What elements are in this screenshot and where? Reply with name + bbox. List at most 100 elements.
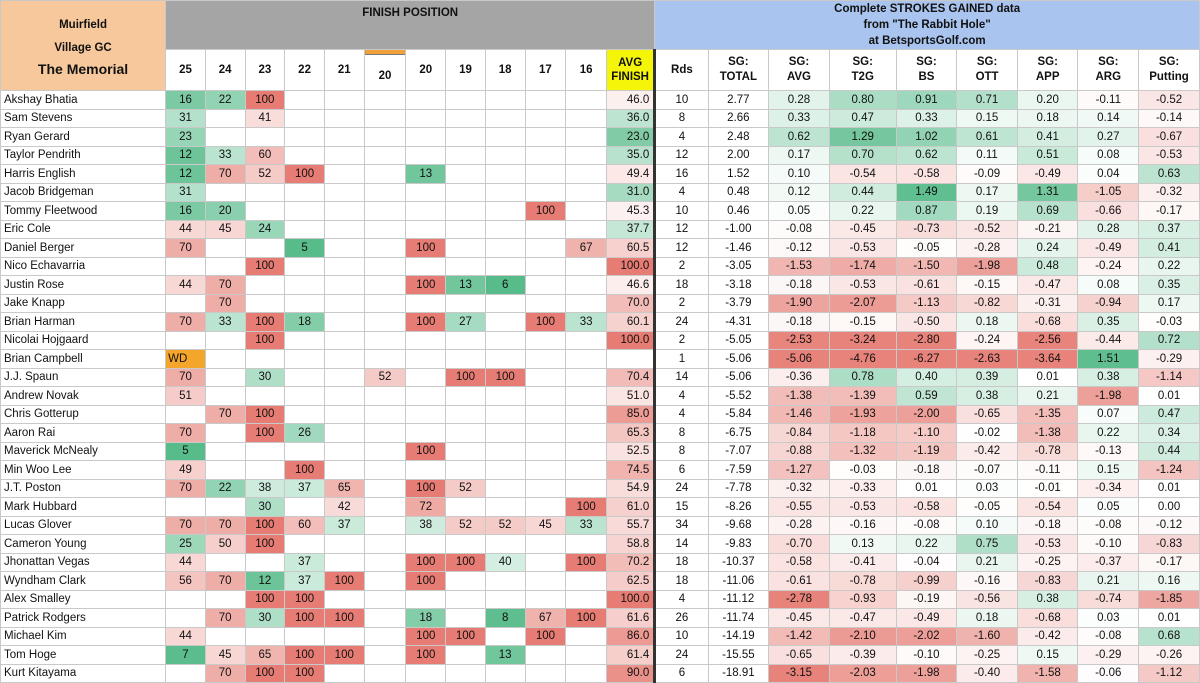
finish-cell: 100	[244, 423, 286, 443]
sg-cell: -0.47	[828, 608, 897, 628]
finish-cell	[244, 293, 286, 313]
finish-col-header-2: 23	[244, 49, 286, 91]
finish-cell	[484, 589, 526, 609]
sg-cell: -0.19	[895, 589, 958, 609]
sg-cell: -0.78	[1016, 441, 1079, 461]
finish-cell	[363, 645, 407, 665]
sg-cell: -0.03	[1138, 312, 1200, 332]
finish-cell	[484, 312, 526, 332]
finish-cell	[565, 460, 608, 480]
sg-cell: -0.52	[956, 219, 1018, 239]
rounds-cell: 4	[653, 404, 709, 424]
player-name: Tom Hoge	[0, 645, 167, 665]
sg-cell: 0.63	[1138, 164, 1200, 184]
sg-col-header-line: SG:	[1037, 56, 1058, 68]
finish-cell: 33	[204, 145, 246, 165]
finish-cell	[524, 386, 567, 406]
sg-cell: -1.00	[707, 219, 770, 239]
avg-finish-cell: 54.9	[606, 478, 656, 498]
sg-cell: -10.37	[707, 552, 770, 572]
player-name: J.T. Poston	[0, 478, 167, 498]
finish-cell	[363, 349, 407, 369]
finish-cell	[445, 404, 486, 424]
sg-cell: -0.52	[1138, 90, 1200, 110]
finish-cell	[244, 349, 286, 369]
finish-cell	[363, 441, 407, 461]
avg-finish-cell: 65.3	[606, 423, 656, 443]
finish-cell	[405, 108, 447, 128]
finish-cell	[204, 497, 246, 517]
finish-cell	[565, 626, 608, 646]
finish-cell: 100	[323, 571, 365, 591]
sg-cell: -9.68	[707, 515, 770, 535]
finish-cell: 18	[405, 608, 447, 628]
finish-cell	[524, 256, 567, 276]
sg-cell: -0.18	[895, 460, 958, 480]
finish-cell: 70	[165, 238, 206, 258]
rounds-cell: 8	[653, 108, 709, 128]
sg-cell: 0.18	[956, 608, 1018, 628]
finish-cell	[244, 441, 286, 461]
finish-cell	[565, 108, 608, 128]
sg-cell: -0.94	[1077, 293, 1140, 313]
finish-cell: 44	[165, 552, 206, 572]
sg-cell: -0.49	[1016, 164, 1079, 184]
finish-cell: 7	[165, 645, 206, 665]
finish-cell	[363, 534, 407, 554]
finish-cell: 37	[284, 571, 325, 591]
sg-cell: -0.06	[1077, 663, 1140, 683]
finish-cell	[484, 534, 526, 554]
sg-cell: -0.68	[1016, 312, 1079, 332]
sg-col-header-line: SG:	[1158, 56, 1180, 68]
sg-cell: 0.16	[1138, 571, 1200, 591]
finish-cell	[445, 238, 486, 258]
table-row: Tommy Fleetwood 16 20 100 45.3 10 0.46 0.05 0.22…	[0, 201, 1200, 221]
sg-cell: 0.41	[1138, 238, 1200, 258]
sg-col-header-line: BS	[918, 71, 935, 83]
finish-cell	[323, 589, 365, 609]
finish-cell	[363, 201, 407, 221]
sg-cell: -0.83	[1016, 571, 1079, 591]
finish-cell	[284, 626, 325, 646]
finish-cell	[565, 90, 608, 110]
finish-cell	[565, 145, 608, 165]
finish-cell	[323, 663, 365, 683]
finish-cell: 26	[284, 423, 325, 443]
finish-cell	[565, 256, 608, 276]
rounds-cell: 12	[653, 238, 709, 258]
finish-cell	[363, 256, 407, 276]
finish-cell	[524, 145, 567, 165]
sg-cell: 0.33	[895, 108, 958, 128]
sg-cell: 0.47	[828, 108, 897, 128]
avg-finish-cell: 35.0	[606, 145, 656, 165]
finish-cell: 12	[244, 571, 286, 591]
sg-cell: -3.79	[707, 293, 770, 313]
finish-cell	[524, 404, 567, 424]
sg-cell: -0.32	[768, 478, 830, 498]
sg-cell: -0.70	[768, 534, 830, 554]
finish-cell: 38	[405, 515, 447, 535]
sg-cell: -0.42	[956, 441, 1018, 461]
sg-cell: -0.53	[828, 275, 897, 295]
finish-cell	[204, 423, 246, 443]
sg-col-header-1: SG: AVG	[768, 49, 830, 91]
finish-cell	[484, 108, 526, 128]
finish-cell	[565, 423, 608, 443]
sg-cell: -0.28	[768, 515, 830, 535]
player-name: Patrick Rodgers	[0, 608, 167, 628]
finish-cell: 100	[284, 608, 325, 628]
sg-cell: 0.75	[956, 534, 1018, 554]
sg-cell: -1.42	[768, 626, 830, 646]
finish-cell	[405, 256, 447, 276]
finish-cell	[363, 608, 407, 628]
table-row: Jhonattan Vegas 44 37 100 100 40 100 70.2 18 -10.…	[0, 552, 1200, 572]
sg-cell: -0.07	[956, 460, 1018, 480]
finish-cell: 100	[405, 238, 447, 258]
sg-cell: 1.02	[895, 127, 958, 147]
finish-cell	[565, 589, 608, 609]
finish-cell: 22	[204, 90, 246, 110]
finish-cell: 100	[244, 663, 286, 683]
finish-cell: 33	[204, 312, 246, 332]
finish-cell	[284, 145, 325, 165]
finish-cell	[484, 145, 526, 165]
